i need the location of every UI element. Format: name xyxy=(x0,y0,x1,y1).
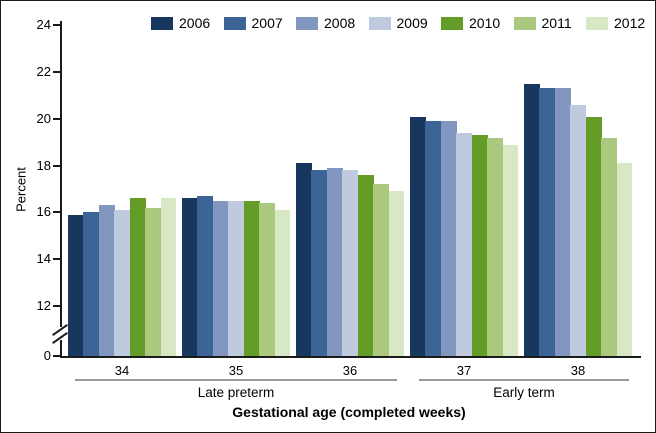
bar-2010-week36 xyxy=(357,175,374,356)
legend-label: 2012 xyxy=(614,15,646,31)
legend-item: 2012 xyxy=(586,15,645,31)
y-tick-mark xyxy=(53,355,61,357)
y-tick-label: 0 xyxy=(43,348,51,363)
bar-2010-week37 xyxy=(471,135,488,356)
legend-swatch xyxy=(151,16,173,30)
bar-2012-week38 xyxy=(616,163,633,356)
bar-2011-week37 xyxy=(487,137,503,356)
legend-label: 2008 xyxy=(324,15,356,31)
bar-2011-week36 xyxy=(373,184,389,356)
legend-swatch xyxy=(368,16,391,30)
y-tick-label: 22 xyxy=(36,64,51,79)
legend-swatch xyxy=(513,16,536,30)
bar-2008-week35 xyxy=(212,200,229,356)
y-tick-mark xyxy=(53,117,61,120)
bar-2006-week35 xyxy=(182,198,198,356)
x-axis-line xyxy=(60,356,641,358)
legend-label: 2011 xyxy=(541,15,572,31)
y-tick-mark xyxy=(53,211,61,214)
legend-item: 2011 xyxy=(513,15,572,31)
y-tick-mark xyxy=(53,71,61,73)
y-tick-mark xyxy=(53,305,61,307)
y-tick-mark xyxy=(53,258,61,261)
y-tick-label: 12 xyxy=(36,298,51,313)
legend-swatch xyxy=(586,16,608,30)
y-tick-label: 20 xyxy=(36,110,51,126)
bar-2006-week34 xyxy=(68,214,84,356)
legend-item: 2010 xyxy=(441,15,500,31)
y-tick-label: 18 xyxy=(36,157,51,173)
legend-swatch xyxy=(296,16,318,30)
bar-2007-week38 xyxy=(539,88,556,356)
x-category-label: 38 xyxy=(570,363,586,378)
y-tick-mark xyxy=(53,164,61,167)
bar-2011-week38 xyxy=(601,137,617,356)
bar-2012-week35 xyxy=(274,210,291,356)
bar-2009-week37 xyxy=(456,132,473,356)
legend-swatch xyxy=(441,16,463,30)
y-tick-label: 14 xyxy=(36,251,51,267)
x-category-label: 37 xyxy=(456,363,472,378)
x-category-label: 35 xyxy=(228,363,244,378)
legend-item: 2007 xyxy=(223,15,283,31)
legend-swatch xyxy=(223,16,246,30)
y-axis-title: Percent xyxy=(13,167,29,212)
bar-2008-week36 xyxy=(326,167,343,356)
y-axis-line xyxy=(60,21,62,358)
x-category-label: 36 xyxy=(342,363,358,378)
bar-2009-week35 xyxy=(228,200,245,356)
bar-2009-week38 xyxy=(570,104,587,356)
bar-2008-week34 xyxy=(98,205,115,356)
bar-2010-week38 xyxy=(585,116,602,356)
x-axis-title: Gestational age (completed weeks) xyxy=(232,404,466,420)
legend-label: 2009 xyxy=(396,15,428,31)
bar-2010-week34 xyxy=(129,198,146,356)
legend-label: 2007 xyxy=(251,15,283,31)
bar-2007-week37 xyxy=(425,121,442,356)
bar-2012-week37 xyxy=(502,144,519,356)
legend-label: 2010 xyxy=(469,15,501,31)
group-label: Early term xyxy=(493,385,555,400)
x-category-label: 34 xyxy=(114,363,130,378)
bar-2006-week38 xyxy=(524,83,540,356)
bar-2011-week34 xyxy=(145,207,161,356)
bar-2007-week34 xyxy=(83,212,100,356)
bar-2008-week38 xyxy=(554,88,571,356)
group-underline xyxy=(75,379,397,381)
y-tick-label: 24 xyxy=(36,17,51,33)
y-tick-mark xyxy=(53,24,61,27)
bar-2012-week34 xyxy=(160,198,177,356)
bar-2012-week36 xyxy=(388,191,405,356)
legend-label: 2006 xyxy=(179,15,211,31)
y-tick-label: 16 xyxy=(36,204,51,220)
group-underline xyxy=(419,379,629,381)
legend-item: 2006 xyxy=(151,15,210,31)
group-label: Late preterm xyxy=(197,385,275,400)
legend-item: 2009 xyxy=(368,15,428,31)
bar-2010-week35 xyxy=(243,200,260,356)
bar-2009-week36 xyxy=(342,170,359,356)
bar-2007-week36 xyxy=(311,170,328,356)
legend-item: 2008 xyxy=(296,15,355,31)
bar-2009-week34 xyxy=(114,210,131,356)
bar-2006-week37 xyxy=(410,116,426,356)
bar-2011-week35 xyxy=(259,203,275,356)
bar-2006-week36 xyxy=(296,163,312,356)
bar-2008-week37 xyxy=(440,121,457,356)
bar-2007-week35 xyxy=(197,196,214,356)
